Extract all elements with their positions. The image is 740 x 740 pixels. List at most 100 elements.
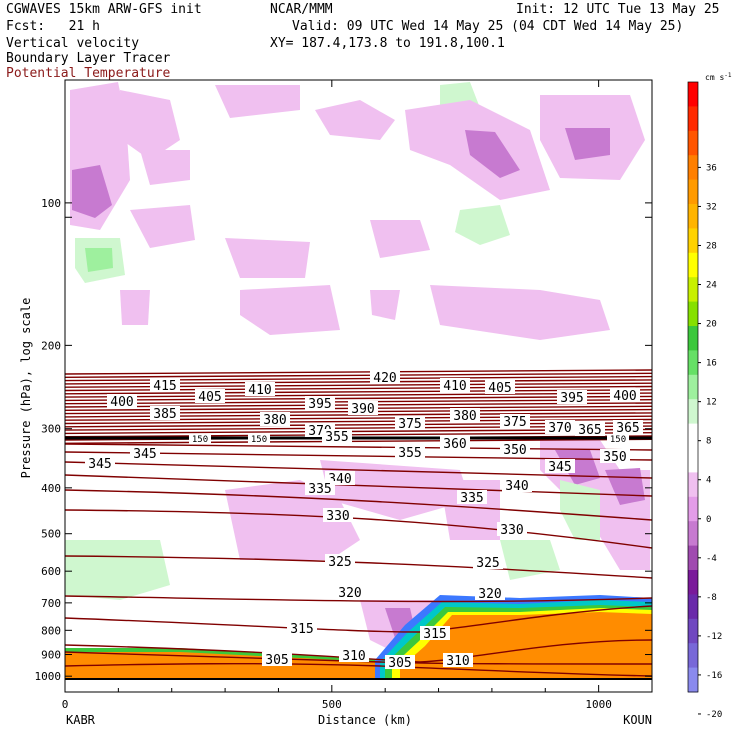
colorbar-unit: cm s-1: [705, 72, 732, 82]
theta-label-bg: [502, 478, 532, 492]
colorbar-label: 20: [706, 320, 717, 330]
y-axis-label: Pressure (hPa), log scale: [19, 298, 33, 479]
theta-label-bg: [500, 442, 530, 456]
org-label: NCAR/MMM: [270, 2, 333, 17]
theta-label: 370: [548, 421, 571, 436]
theta-contour: [64, 379, 653, 385]
colorbar-frame: [687, 81, 699, 693]
colorbar-label: 12: [706, 398, 717, 408]
y-tick-label: 200: [41, 339, 61, 352]
theta-label-bg: [107, 394, 137, 408]
theta-label-bg: [475, 586, 505, 600]
tropopause-label-bg: [189, 434, 211, 444]
theta-label-bg: [339, 648, 369, 662]
y-tick-label: 1000: [35, 670, 62, 683]
theta-label: 320: [478, 587, 501, 602]
theta-label-bg: [150, 378, 180, 392]
theta-label-bg: [335, 585, 365, 599]
theta-label-bg: [150, 406, 180, 420]
colorbar-label: 8: [706, 437, 711, 447]
theta-label: 410: [248, 383, 271, 398]
tropopause-label: 150: [251, 435, 267, 445]
colorbar-label: -4: [706, 554, 717, 564]
theta-label-bg: [613, 420, 643, 434]
theta-label: 410: [443, 379, 466, 394]
theta-label-bg: [497, 522, 527, 536]
vertical-velocity-region: [140, 150, 190, 185]
theta-label: 345: [548, 460, 571, 475]
x-tick-label: 0: [62, 698, 69, 711]
colorbar-swatch: [688, 326, 698, 351]
theta-label-bg: [545, 459, 575, 473]
theta-label: 395: [308, 397, 331, 412]
x-tick-label: 1000: [585, 698, 612, 711]
colorbar-swatch: [688, 521, 698, 547]
colorbar-label: 16: [706, 359, 717, 369]
theta-label: 350: [503, 443, 526, 458]
field-potential-temperature: Potential Temperature: [6, 66, 171, 81]
theta-label-bg: [440, 436, 470, 450]
theta-label-bg: [473, 555, 503, 569]
colorbar-label: 4: [706, 476, 711, 486]
theta-label-bg: [600, 449, 630, 463]
theta-label-bg: [385, 655, 415, 669]
theta-label-bg: [305, 481, 335, 495]
theta-contour: [64, 385, 653, 392]
colorbar-label: 0: [706, 515, 711, 525]
vertical-velocity-region: [455, 205, 510, 245]
tropopause-label: 150: [610, 435, 626, 445]
theta-contour: [64, 375, 653, 382]
vertical-velocity-region: [120, 290, 150, 325]
theta-label-bg: [420, 626, 450, 640]
theta-contour: [64, 461, 653, 479]
vertical-velocity-region: [565, 128, 610, 160]
x-axis-label: Distance (km): [318, 713, 412, 727]
theta-label: 365: [616, 421, 639, 436]
y-tick-label: 700: [41, 597, 61, 610]
colorbar-label: -8: [706, 593, 717, 603]
theta-label-bg: [245, 382, 275, 396]
vertical-velocity-region: [240, 285, 340, 335]
colorbar-swatch: [688, 570, 698, 595]
tropopause-label-bg: [607, 434, 629, 444]
colorbar-swatch: [688, 350, 698, 376]
theta-contour: [64, 418, 653, 425]
y-tick-label: 400: [41, 482, 61, 495]
theta-label-bg: [195, 389, 225, 403]
theta-label-bg: [370, 370, 400, 384]
colorbar-swatch: [688, 643, 698, 669]
theta-label: 330: [326, 509, 349, 524]
theta-labels: 420 415 410 410 405 405 400 400 395 395 390 385 380 3…: [85, 370, 643, 671]
tropopause-label: 150: [192, 435, 208, 445]
theta-contour: [64, 382, 653, 388]
theta-label: 380: [453, 409, 476, 424]
theta-label: 380: [263, 413, 286, 428]
theta-label-bg: [485, 380, 515, 394]
colorbar-label: 36: [706, 163, 717, 173]
colorbar-swatch: [688, 106, 698, 132]
theta-label: 420: [373, 371, 396, 386]
theta-label: 305: [265, 653, 288, 668]
theta-label: 415: [153, 379, 176, 394]
colorbar-unit-base: cm s: [705, 73, 724, 82]
theta-label-bg: [500, 414, 530, 428]
theta-label: 315: [290, 622, 313, 637]
colorbar-swatch: [688, 472, 698, 498]
theta-label: 335: [308, 482, 331, 497]
theta-label: 355: [398, 446, 421, 461]
theta-label: 340: [505, 479, 528, 494]
theta-contour: [64, 372, 653, 378]
theta-contour: [64, 438, 653, 444]
right-endpoint-label: KOUN: [623, 713, 652, 727]
colorbar-swatch: [688, 545, 698, 571]
vertical-velocity-region: [500, 540, 560, 580]
forecast-hour: Fcst: 21 h: [6, 19, 100, 34]
colorbar-label: 28: [706, 241, 717, 251]
vertical-velocity-region: [225, 238, 310, 278]
field-vertical-velocity: Vertical velocity: [6, 36, 140, 51]
colorbar-swatch: [688, 179, 698, 205]
colorbar-swatch: [688, 399, 698, 425]
vertical-velocity-region: [430, 285, 610, 340]
vertical-velocity-region: [120, 90, 180, 160]
